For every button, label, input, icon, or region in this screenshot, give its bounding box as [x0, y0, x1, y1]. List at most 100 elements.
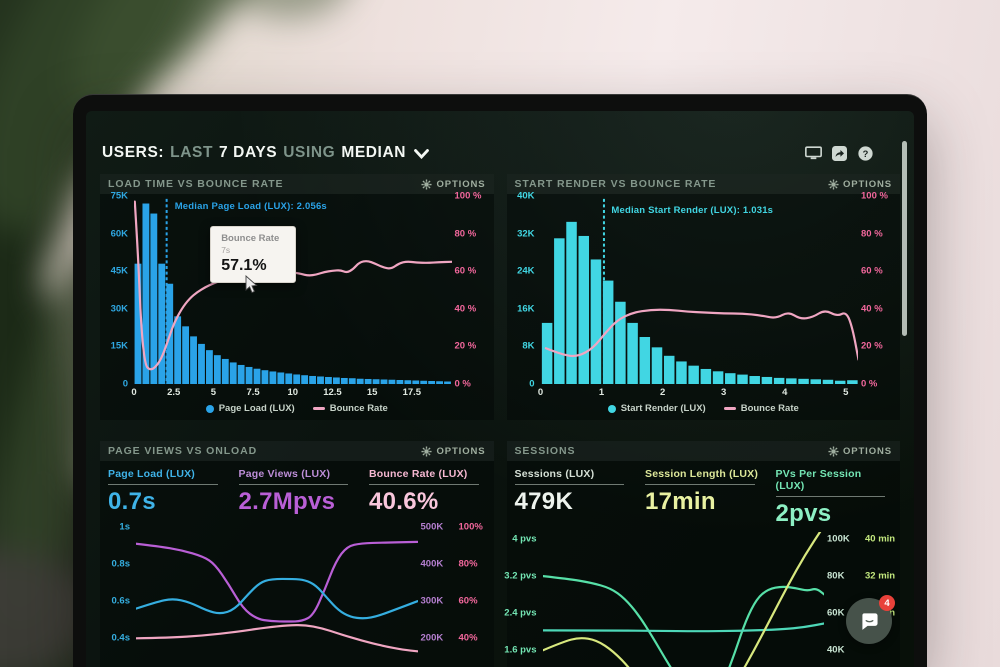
chat-bubble-icon: [861, 612, 878, 630]
options-button[interactable]: OPTIONS: [421, 179, 485, 190]
start-render-histogram: [541, 196, 859, 384]
title-part: USING: [283, 144, 336, 161]
bar: [182, 326, 190, 384]
bar: [712, 371, 723, 384]
chart-plot-area[interactable]: Median Start Render (LUX): 1.031s: [541, 196, 859, 384]
options-button[interactable]: OPTIONS: [828, 446, 892, 457]
bar: [577, 235, 589, 384]
tick-label: 3.2 pvs: [504, 570, 537, 582]
gear-icon: [421, 178, 432, 190]
line-series: [543, 623, 825, 631]
tick-label: 100 %: [861, 190, 888, 202]
chart-plot-area[interactable]: [543, 532, 825, 667]
sessions-line-chart: [543, 532, 825, 667]
tick-label: 15K: [110, 340, 128, 352]
scrollbar-thumb[interactable]: [902, 141, 907, 336]
tick-label: 8K: [522, 340, 535, 352]
tick-label: 45K: [110, 265, 128, 277]
load-time-histogram: [134, 196, 452, 384]
bar: [748, 376, 760, 384]
help-icon[interactable]: ?: [857, 145, 874, 161]
tick-label: 60%: [458, 595, 478, 607]
gear-icon: [421, 445, 432, 457]
bar: [412, 380, 420, 384]
bar: [428, 380, 436, 384]
metric-underline: [108, 484, 218, 485]
metric-page-load: Page Load (LUX) 0.7s: [108, 468, 225, 516]
tick-label: 500K: [420, 521, 444, 533]
tick-label: 12.5: [323, 387, 342, 398]
page-title[interactable]: USERS: LAST 7 DAYS USING MEDIAN: [102, 144, 429, 162]
panel-title: PAGE VIEWS VS ONLOAD: [108, 445, 258, 457]
bar: [364, 378, 372, 384]
tick-label: 0: [131, 387, 137, 398]
bar: [541, 322, 552, 384]
bar: [651, 347, 662, 384]
metric-underline: [775, 496, 885, 497]
bar: [773, 377, 784, 384]
tick-label: 300K: [420, 595, 444, 607]
legend-swatch: [607, 404, 616, 413]
tick-label: 2.5: [167, 387, 181, 398]
tick-label: 20 %: [861, 340, 883, 352]
line-series: [136, 579, 418, 618]
bar: [253, 368, 261, 384]
panel-start-render: START RENDER VS BOUNCE RATE OPTIONS 40K 3…: [506, 174, 901, 420]
notification-badge: 4: [879, 595, 895, 611]
bar: [134, 263, 142, 384]
line-series: [543, 576, 825, 667]
title-part: USERS:: [102, 144, 165, 161]
legend-item: Bounce Rate: [723, 403, 799, 414]
options-button[interactable]: OPTIONS: [421, 446, 485, 457]
tick-label: 20 %: [454, 340, 477, 352]
tick-label: 5: [843, 387, 849, 398]
tick-label: 100K: [827, 533, 850, 545]
chart-legend: Start Render (LUX) Bounce Rate: [507, 403, 901, 414]
chart-plot-area[interactable]: [136, 520, 418, 667]
share-icon[interactable]: [831, 145, 848, 161]
tooltip-value: 57.1%: [221, 257, 267, 275]
tick-label: 15: [366, 387, 378, 398]
tick-label: 10: [287, 387, 299, 398]
chevron-down-icon[interactable]: [414, 149, 429, 159]
panel-title: SESSIONS: [514, 445, 576, 457]
bar: [436, 381, 443, 384]
bar: [301, 375, 309, 384]
display-icon[interactable]: [805, 146, 822, 161]
bar: [237, 364, 245, 384]
panel-header: START RENDER VS BOUNCE RATE OPTIONS: [506, 174, 900, 194]
tick-label: 80 %: [861, 228, 883, 240]
bar: [626, 322, 638, 384]
tick-label: 1.6 pvs: [504, 644, 537, 656]
median-annotation: Median Start Render (LUX): 1.031s: [611, 205, 774, 216]
tick-label: 40K: [827, 644, 845, 656]
panel-grid: LOAD TIME VS BOUNCE RATE OPTIONS 75K 60K 4…: [100, 174, 900, 667]
y-axis-left: 75K 60K 45K 30K 15K 0: [100, 191, 134, 390]
options-button[interactable]: OPTIONS: [828, 179, 892, 190]
bar: [700, 368, 711, 384]
chart-plot-area[interactable]: Median Page Load (LUX): 2.056s Bounce Ra…: [134, 196, 452, 384]
tick-label: 0: [529, 378, 535, 390]
bar: [198, 343, 205, 384]
page-views-line-chart: [136, 520, 418, 667]
metrics-row: Page Load (LUX) 0.7s Page Views (LUX) 2.…: [100, 463, 494, 516]
tick-label: 0.4s: [111, 632, 131, 644]
tick-label: 40K: [517, 190, 535, 202]
tick-label: 16K: [517, 303, 535, 315]
bar: [348, 378, 356, 384]
monitor: USERS: LAST 7 DAYS USING MEDIAN: [73, 94, 927, 667]
tooltip-subtitle: 7s: [221, 245, 231, 256]
legend-swatch: [723, 407, 736, 410]
bar: [565, 221, 577, 384]
chat-widget-button[interactable]: 4: [846, 595, 895, 644]
bar: [356, 378, 364, 384]
bar: [285, 373, 293, 384]
y-axis-pageviews: 500K 400K 300K 200K: [418, 520, 456, 667]
line-series: [136, 542, 418, 622]
tick-label: 60 %: [454, 265, 477, 277]
metrics-row: Sessions (LUX) 479K Session Length (LUX)…: [507, 463, 901, 528]
tick-label: 5: [210, 387, 217, 398]
tick-label: 400K: [420, 558, 444, 570]
y-axis-bounce: 100% 80% 60% 40%: [456, 520, 494, 667]
legend-swatch: [205, 404, 214, 413]
